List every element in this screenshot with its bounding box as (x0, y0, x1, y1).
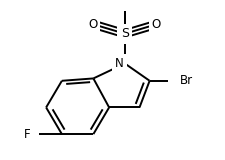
Text: N: N (115, 57, 124, 70)
Text: O: O (89, 18, 98, 31)
Text: F: F (24, 128, 30, 141)
Text: Br: Br (180, 74, 193, 87)
Text: O: O (152, 18, 161, 31)
Text: S: S (121, 27, 129, 40)
